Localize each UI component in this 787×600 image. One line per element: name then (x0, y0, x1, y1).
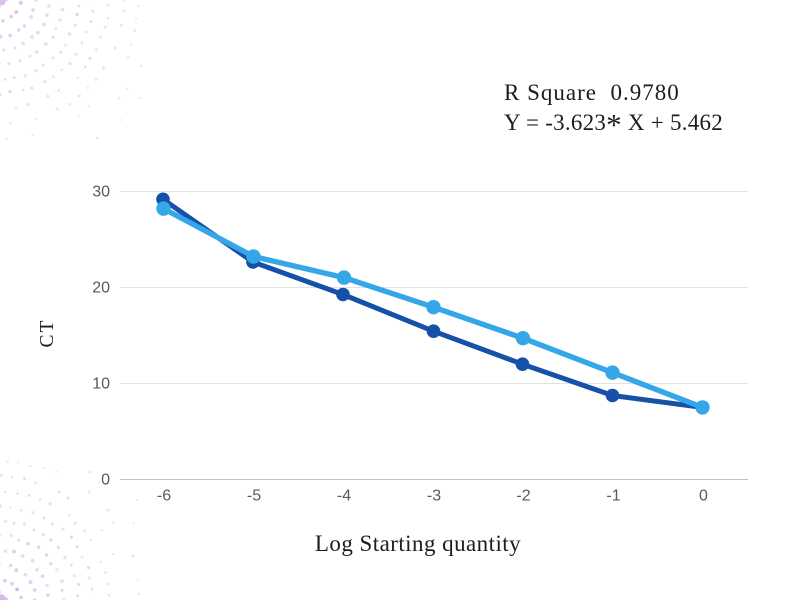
svg-text:Log Starting quantity: Log Starting quantity (315, 531, 521, 556)
svg-text:0: 0 (101, 472, 110, 489)
svg-text:10: 10 (92, 376, 110, 393)
svg-text:20: 20 (92, 280, 110, 297)
svg-text:-5: -5 (247, 488, 261, 505)
svg-text:0: 0 (699, 488, 708, 505)
svg-text:-6: -6 (157, 488, 171, 505)
svg-text:CT: CT (37, 319, 58, 348)
svg-text:-4: -4 (337, 488, 351, 505)
svg-text:R Square 0.9780: R Square 0.9780 (504, 80, 680, 105)
svg-text:-1: -1 (606, 488, 620, 505)
svg-text:-3: -3 (427, 488, 441, 505)
svg-text:-2: -2 (516, 488, 530, 505)
svg-text:30: 30 (92, 184, 110, 201)
